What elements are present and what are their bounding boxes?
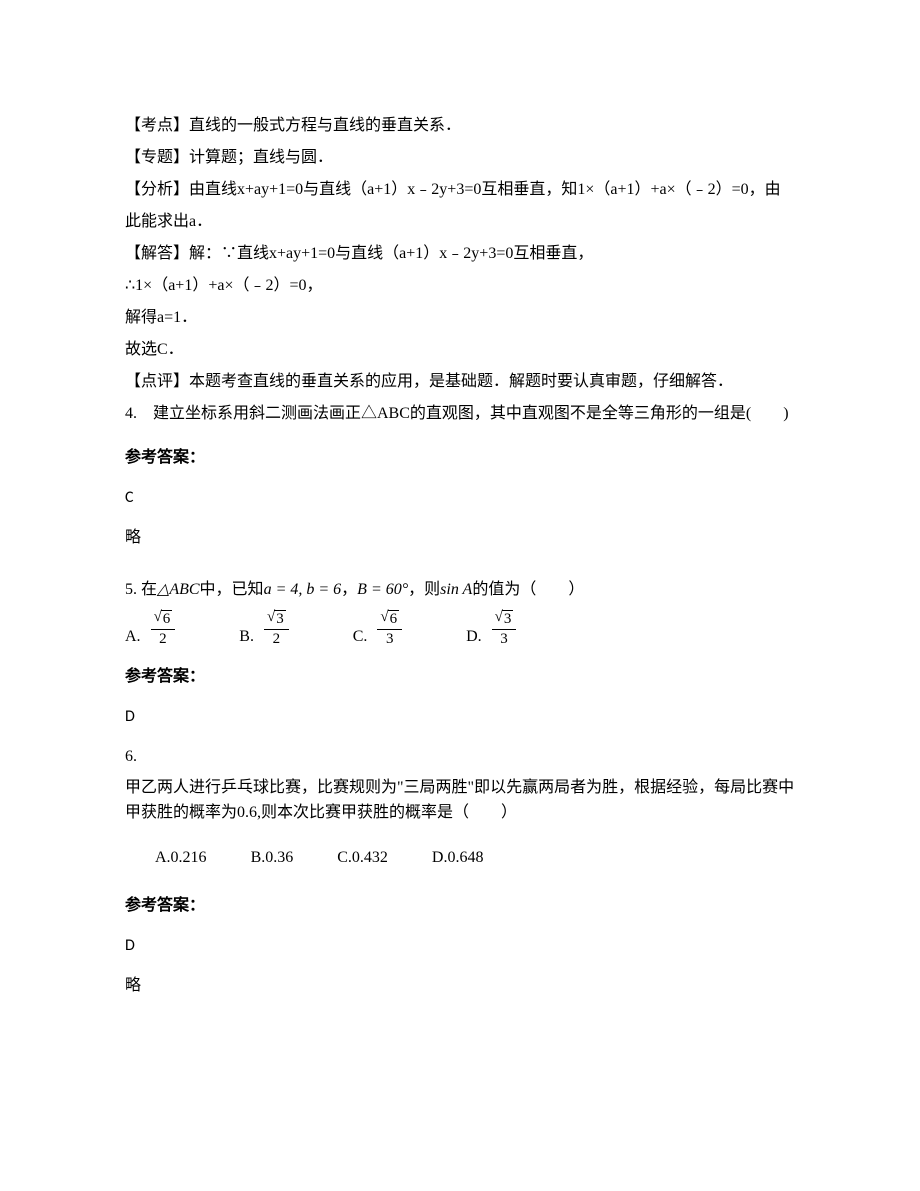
sqrt-arg: 6 — [388, 610, 400, 628]
sol3-kaodian: 【考点】直线的一般式方程与直线的垂直关系． — [125, 110, 795, 142]
q6-option-b: B.0.36 — [251, 842, 294, 874]
q5-option-c: C. √6 3 — [353, 610, 402, 649]
option-label: D. — [466, 627, 482, 648]
fraction: √3 3 — [492, 610, 517, 649]
q4-answer-label: 参考答案： — [125, 442, 795, 474]
sol3-jieda2: ∴1×（a+1）+a×（﹣2）=0， — [125, 270, 795, 302]
q5-triangle: △ABC — [157, 574, 200, 606]
q5-stem: 5. 在 △ABC 中，已知 a = 4, b = 6 ， B = 60° ，则… — [125, 574, 795, 606]
fraction: √3 2 — [264, 610, 289, 649]
fraction: √6 2 — [151, 610, 176, 649]
sol3-dianping: 【点评】本题考查直线的垂直关系的应用，是基础题．解题时要认真审题，仔细解答． — [125, 366, 795, 398]
option-label: A. — [125, 627, 141, 648]
q4-text: 4. 建立坐标系用斜二测画法画正△ABC的直观图，其中直观图不是全等三角形的一组… — [125, 398, 795, 430]
sqrt-arg: 3 — [274, 610, 286, 628]
sol3-fenxi: 【分析】由直线x+ay+1=0与直线（a+1）x﹣2y+3=0互相垂直，知1×（… — [125, 174, 795, 238]
q5-suffix: 的值为（ ） — [472, 574, 584, 606]
sol3-jieda4: 故选C． — [125, 334, 795, 366]
q5-angle: B = 60° — [357, 574, 408, 606]
q6-options: A.0.216 B.0.36 C.0.432 D.0.648 — [125, 842, 795, 874]
q5-comma: ， — [341, 574, 357, 606]
q5-option-d: D. √3 3 — [466, 610, 516, 649]
option-label: C. — [353, 627, 368, 648]
sqrt-arg: 6 — [161, 610, 173, 628]
q5-answer: D — [125, 701, 795, 733]
q6-num: 6. — [125, 741, 795, 773]
q5-option-b: B. √3 2 — [239, 610, 288, 649]
denominator: 3 — [386, 630, 394, 648]
q5-mid1: 中，已知 — [200, 574, 264, 606]
q6-answer: D — [125, 930, 795, 962]
q5-answer-label: 参考答案： — [125, 661, 795, 693]
sqrt-arg: 3 — [502, 610, 514, 628]
denominator: 2 — [273, 630, 281, 648]
q5-prefix: 5. 在 — [125, 574, 157, 606]
q6-option-c: C.0.432 — [337, 842, 388, 874]
q5-cond: a = 4, b = 6 — [264, 574, 342, 606]
sol3-zhuanti: 【专题】计算题；直线与圆． — [125, 142, 795, 174]
q5-option-a: A. √6 2 — [125, 610, 175, 649]
q5-sinA: sin A — [440, 574, 472, 606]
denominator: 3 — [500, 630, 508, 648]
q6-answer-label: 参考答案： — [125, 890, 795, 922]
denominator: 2 — [159, 630, 167, 648]
q6-option-d: D.0.648 — [432, 842, 484, 874]
q4-brief: 略 — [125, 522, 795, 554]
sol3-jieda1: 【解答】解：∵直线x+ay+1=0与直线（a+1）x﹣2y+3=0互相垂直， — [125, 238, 795, 270]
sol3-jieda3: 解得a=1． — [125, 302, 795, 334]
q6-option-a: A.0.216 — [155, 842, 207, 874]
fraction: √6 3 — [377, 610, 402, 649]
q5-options: A. √6 2 B. √3 2 C. √6 3 D. √3 3 — [125, 610, 795, 649]
q6-brief: 略 — [125, 970, 795, 1002]
q4-answer: C — [125, 482, 795, 514]
q6-body: 甲乙两人进行乒乓球比赛，比赛规则为"三局两胜"即以先赢两局者为胜，根据经验，每局… — [125, 775, 795, 826]
option-label: B. — [239, 627, 254, 648]
q5-mid2: ，则 — [408, 574, 440, 606]
